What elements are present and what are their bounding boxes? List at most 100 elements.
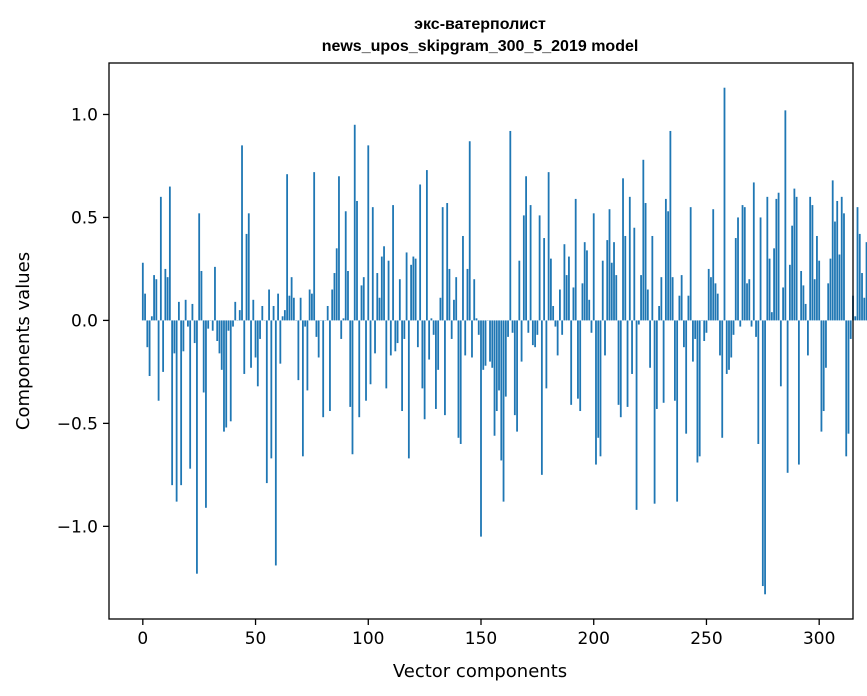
bar-307 [834, 221, 836, 321]
bar-254 [714, 283, 717, 321]
bar-15 [175, 320, 178, 502]
bar-203 [599, 320, 602, 457]
bar-65 [288, 295, 291, 321]
bar-217 [631, 320, 633, 374]
bar-302 [822, 320, 825, 412]
bar-198 [588, 299, 591, 321]
bar-101 [369, 320, 372, 385]
bar-163 [509, 130, 512, 321]
bar-253 [712, 209, 715, 321]
bar-75 [311, 293, 313, 321]
bar-235 [671, 277, 674, 321]
bar-134 [444, 320, 446, 416]
bar-283 [779, 320, 782, 387]
bar-124 [421, 320, 424, 389]
bar-299 [816, 235, 818, 321]
bar-309 [838, 254, 841, 321]
bar-55 [265, 320, 268, 484]
bar-240 [683, 320, 685, 348]
bar-32 [214, 266, 216, 321]
bar-312 [845, 320, 848, 457]
chart-subtitle: news_upos_skipgram_300_5_2019 model [322, 38, 639, 55]
bar-300 [818, 260, 821, 321]
bar-292 [800, 270, 803, 321]
bar-35 [220, 320, 223, 370]
bar-21 [189, 320, 192, 469]
bar-286 [786, 320, 789, 473]
bar-71 [301, 320, 304, 457]
bar-0 [141, 262, 144, 321]
bar-210 [615, 275, 618, 321]
bar-168 [520, 320, 523, 362]
x-axis: 0 50 100 150 200 250 300 [137, 619, 835, 649]
bar-297 [811, 205, 814, 321]
bar-96 [358, 320, 361, 418]
bar-44 [241, 145, 243, 321]
y-tick-label: 1.0 [71, 105, 98, 125]
bar-107 [383, 246, 385, 321]
x-tick-label: 100 [352, 629, 384, 649]
x-tick-label: 250 [690, 629, 722, 649]
bar-294 [804, 303, 807, 321]
bar-207 [608, 209, 611, 321]
bar-156 [493, 320, 496, 436]
bar-229 [658, 305, 661, 321]
bar-143 [464, 320, 467, 356]
bar-308 [836, 200, 839, 321]
bar-256 [719, 320, 721, 356]
bar-105 [378, 297, 381, 321]
bar-18 [182, 320, 185, 352]
bar-97 [360, 285, 363, 321]
bar-120 [412, 256, 415, 321]
bar-136 [448, 268, 451, 321]
bar-187 [563, 244, 566, 321]
bar-293 [802, 285, 805, 321]
bar-99 [365, 320, 367, 401]
bar-10 [164, 268, 167, 321]
bar-265 [739, 320, 742, 327]
bar-80 [322, 320, 325, 418]
bar-208 [610, 262, 613, 321]
bar-63 [283, 310, 286, 321]
bar-320 [863, 297, 866, 321]
bar-7 [157, 320, 160, 401]
bar-110 [389, 320, 392, 356]
bar-314 [849, 320, 852, 339]
bar-4 [150, 316, 153, 321]
bar-178 [543, 238, 546, 321]
bar-173 [531, 320, 534, 346]
bar-211 [617, 320, 620, 405]
bar-95 [356, 200, 358, 321]
bar-140 [457, 320, 460, 438]
bar-114 [398, 279, 401, 321]
bar-321 [865, 242, 867, 321]
bar-244 [692, 320, 694, 362]
bar-77 [315, 320, 318, 337]
bar-43 [238, 310, 241, 321]
bar-228 [655, 320, 658, 409]
bar-195 [581, 283, 584, 321]
bar-91 [347, 270, 349, 321]
bar-184 [556, 320, 559, 356]
bar-78 [317, 320, 320, 358]
y-tick-label: −1.0 [57, 517, 98, 537]
bar-234 [669, 130, 672, 321]
bar-23 [193, 320, 196, 344]
bar-171 [527, 320, 530, 333]
bar-98 [362, 277, 365, 321]
bar-201 [595, 320, 597, 465]
bar-125 [423, 320, 426, 420]
bar-239 [680, 275, 683, 321]
bar-82 [326, 305, 329, 321]
bar-115 [401, 320, 403, 412]
bar-39 [229, 320, 232, 422]
bar-113 [396, 320, 399, 344]
bar-64 [286, 174, 289, 321]
x-tick-label: 0 [137, 629, 148, 649]
x-axis-label: Vector components [393, 661, 567, 682]
bar-176 [538, 215, 541, 321]
bar-296 [809, 196, 812, 321]
bar-188 [565, 275, 568, 321]
bar-14 [173, 320, 176, 354]
bar-5 [153, 275, 155, 321]
